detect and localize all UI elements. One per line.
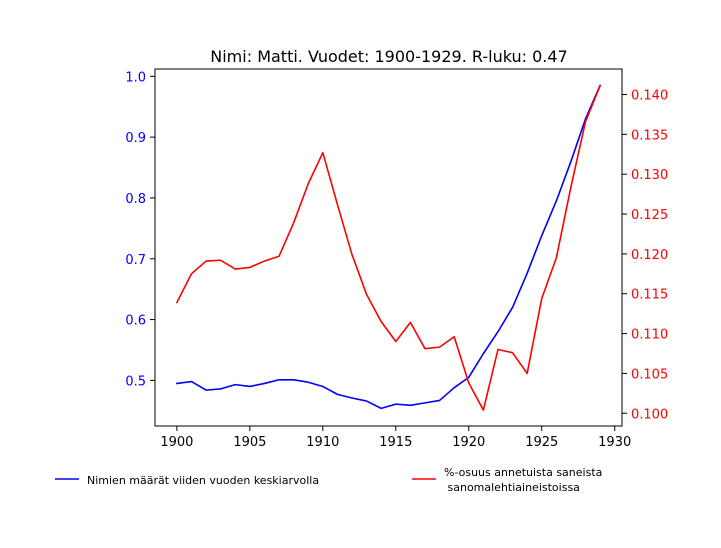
- left-y-tick-label: 0.6: [125, 314, 146, 329]
- legend-label-red-line1: %-osuus annetuista saneista: [444, 466, 602, 479]
- x-tick-label: 1905: [233, 435, 266, 450]
- right-y-tick-label: 0.115: [631, 288, 668, 303]
- legend: Nimien määrät viiden vuoden keskiarvolla…: [55, 466, 602, 494]
- x-tick-label: 1930: [598, 435, 631, 450]
- x-tick-label: 1925: [525, 435, 558, 450]
- right-y-tick-label: 0.105: [631, 367, 668, 382]
- right-y-tick-label: 0.110: [631, 328, 668, 343]
- right-y-tick-label: 0.130: [631, 168, 668, 183]
- left-y-tick-label: 0.9: [125, 131, 146, 146]
- series-line-red: [175, 84, 602, 411]
- series-line-blue: [175, 84, 602, 410]
- right-y-tick-label: 0.135: [631, 128, 668, 143]
- x-tick-label: 1915: [379, 435, 412, 450]
- x-tick-label: 1920: [452, 435, 485, 450]
- left-y-tick-label: 0.8: [125, 192, 146, 207]
- right-y-tick-label: 0.100: [631, 407, 668, 422]
- left-y-tick-label: 0.7: [125, 253, 146, 268]
- left-y-tick-label: 0.5: [125, 374, 146, 389]
- plot-area: 1900 1905 1910 1915 1920 1925 1930 0.5 0.6 0.7 0.8…: [125, 68, 668, 450]
- left-y-tick-label: 1.0: [125, 70, 146, 85]
- right-y-tick-label: 0.140: [631, 89, 668, 104]
- right-y-tick-label: 0.125: [631, 208, 668, 223]
- right-y-tick-label: 0.120: [631, 248, 668, 263]
- x-tick-label: 1910: [306, 435, 339, 450]
- legend-label-blue: Nimien määrät viiden vuoden keskiarvolla: [87, 474, 319, 487]
- legend-label-red-line2: sanomalehtiaineistoissa: [444, 481, 580, 494]
- chart-title: Nimi: Matti. Vuodet: 1900-1929. R-luku: …: [210, 47, 567, 66]
- x-tick-label: 1900: [160, 435, 193, 450]
- plot-frame: [154, 68, 623, 427]
